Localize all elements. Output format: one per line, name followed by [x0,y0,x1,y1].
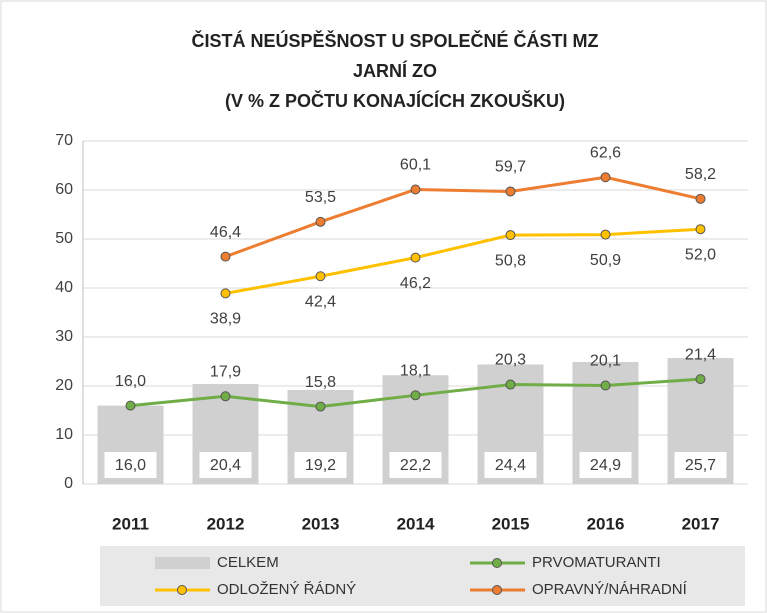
legend-swatch [492,558,502,568]
x-tick-label: 2014 [397,514,435,533]
data-label: 18,1 [400,363,431,380]
data-label: 21,4 [685,346,716,363]
x-tick-label: 2013 [302,514,340,533]
data-label: 62,6 [590,144,621,161]
data-label: 50,9 [590,252,621,269]
data-label: 20,1 [590,353,621,370]
x-tick-label: 2011 [112,514,149,533]
data-label: 53,5 [305,189,336,206]
data-label: 22,2 [400,457,431,474]
data-label: 46,2 [400,275,431,292]
legend-box [100,546,745,606]
line [225,227,701,295]
data-label: 58,2 [685,166,716,183]
data-label: 25,7 [685,457,716,474]
point [315,271,326,282]
data-label: 16,0 [115,373,146,390]
data-label-box [294,452,347,478]
data-label: 52,0 [685,246,716,263]
y-tick-label: 20 [55,377,73,394]
data-label: 60,1 [400,157,431,174]
x-tick-label: 2015 [492,514,530,533]
point [220,391,231,402]
data-label: 50,8 [495,252,526,269]
data-label: 20,3 [495,352,526,369]
point [505,186,516,197]
x-tick-label: 2017 [682,514,720,533]
x-tick-label: 2012 [207,514,245,533]
data-label-box [199,452,252,478]
point [505,379,516,390]
legend-swatch [177,585,187,595]
line [224,175,701,259]
y-tick-label: 10 [55,426,73,443]
chart-title: ČISTÁ NEÚSPĚŠNOST U SPOLEČNÉ ČÁSTI MZ [191,30,598,51]
point [695,374,706,385]
point [695,193,706,204]
data-label-box [484,452,537,478]
data-label-box [579,452,632,478]
legend-label: PRVOMATURANTI [532,554,661,571]
point [505,230,516,241]
data-label: 19,2 [305,457,336,474]
point [410,390,421,401]
point [220,251,231,262]
y-tick-label: 60 [55,181,73,198]
point [410,252,421,263]
data-label: 46,4 [210,224,241,241]
legend-label: ODLOŽENÝ ŘÁDNÝ [217,581,356,598]
y-tick-label: 70 [55,132,73,149]
legend-swatch [155,557,210,569]
point [125,400,136,411]
data-label-box [389,452,442,478]
point [315,401,326,412]
legend-swatch [492,585,502,595]
y-tick-label: 30 [55,328,73,345]
data-label-box [674,452,727,478]
data-label: 17,9 [210,364,241,381]
point [315,216,326,227]
point [220,288,231,299]
chart-title: (V % Z POČTU KONAJÍCÍCH ZKOUŠKU) [225,90,565,111]
x-tick-label: 2016 [587,514,625,533]
data-label: 59,7 [495,159,526,176]
data-label: 42,4 [305,293,336,310]
data-label: 20,4 [210,457,241,474]
y-tick-label: 50 [55,230,73,247]
point [600,229,611,240]
point [695,224,706,235]
data-label: 16,0 [115,457,146,474]
point [410,184,421,195]
data-label: 24,4 [495,457,526,474]
data-label: 38,9 [210,311,241,328]
data-label: 24,9 [590,457,621,474]
data-label-box [104,452,157,478]
data-label: 15,8 [305,374,336,391]
y-tick-label: 40 [55,279,73,296]
chart-title: JARNÍ ZO [353,60,437,81]
legend-label: OPRAVNÝ/NÁHRADNÍ [532,581,688,598]
legend-label: CELKEM [217,554,279,571]
y-tick-label: 0 [64,475,73,492]
point [600,380,611,391]
point [600,172,611,183]
